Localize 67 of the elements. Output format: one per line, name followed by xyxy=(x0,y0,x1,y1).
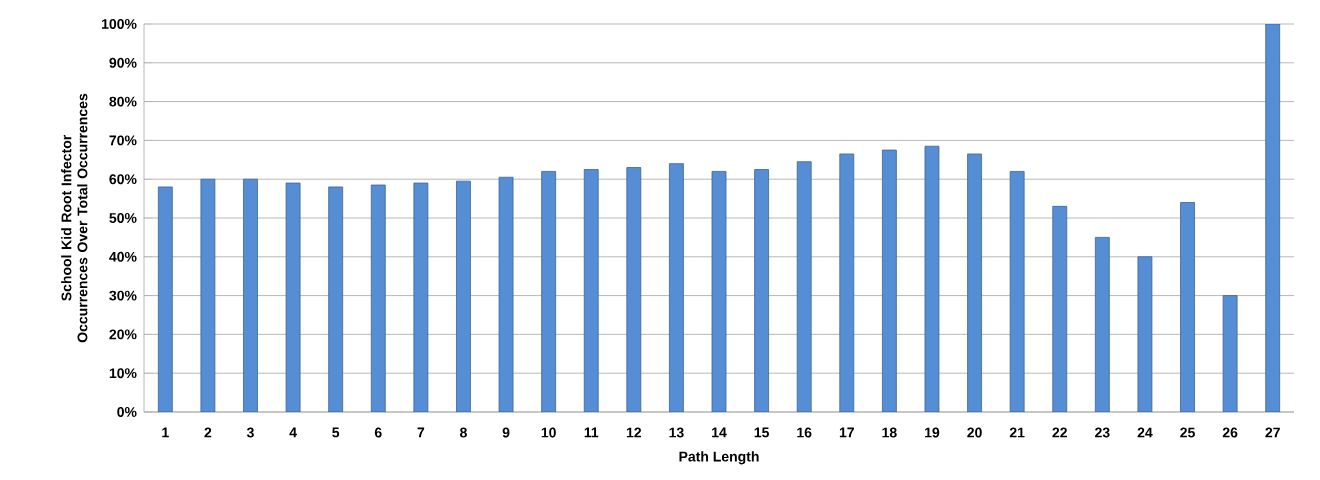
bar xyxy=(285,182,301,412)
bar xyxy=(498,176,514,412)
bar xyxy=(1265,23,1281,412)
bar xyxy=(1009,171,1025,412)
x-tick-label: 1 xyxy=(162,427,169,438)
x-tick-label: 22 xyxy=(1052,427,1067,438)
bar xyxy=(754,169,769,412)
bar xyxy=(328,186,344,412)
bar xyxy=(1222,295,1238,412)
x-tick-label: 10 xyxy=(541,427,556,438)
x-tick-label: 11 xyxy=(584,427,599,438)
y-tick-label: 80% xyxy=(109,96,137,107)
bar xyxy=(456,180,471,412)
y-tick-label: 70% xyxy=(109,135,137,146)
bar xyxy=(924,145,940,412)
bar xyxy=(881,149,897,412)
bar xyxy=(1137,256,1153,412)
bar xyxy=(626,167,642,412)
x-tick-label: 25 xyxy=(1180,427,1195,438)
y-axis-title: School Kid Root Infector Occurrences Over Total Occurrences xyxy=(61,93,88,343)
bar xyxy=(669,163,684,412)
bar xyxy=(370,184,386,412)
y-tick-label: 10% xyxy=(109,368,137,379)
x-tick-label: 14 xyxy=(712,427,727,438)
x-tick-label: 7 xyxy=(417,427,425,438)
bar xyxy=(243,178,258,412)
x-tick-label: 23 xyxy=(1095,427,1110,438)
x-tick-label: 18 xyxy=(882,427,897,438)
x-tick-label: 12 xyxy=(626,427,642,438)
x-tick-label: 26 xyxy=(1222,427,1238,438)
x-tick-label: 16 xyxy=(797,427,812,438)
y-tick-label: 50% xyxy=(109,213,137,223)
x-tick-label: 2 xyxy=(204,427,212,438)
bar xyxy=(711,171,727,412)
x-tick-label: 8 xyxy=(460,427,467,438)
bar xyxy=(157,186,173,412)
y-tick-label: 40% xyxy=(109,251,137,262)
y-tick-label: 0% xyxy=(117,407,137,417)
x-axis-title: Path Length xyxy=(679,451,759,465)
x-tick-label: 17 xyxy=(839,427,854,438)
y-tick-label: 100% xyxy=(102,19,137,29)
x-tick-label: 4 xyxy=(289,427,297,438)
bar xyxy=(796,161,812,412)
bar xyxy=(413,182,429,412)
x-tick-label: 19 xyxy=(925,427,940,438)
x-tick-label: 3 xyxy=(246,427,254,438)
bar xyxy=(541,171,557,412)
x-tick-label: 21 xyxy=(1009,427,1025,438)
bar xyxy=(1180,202,1195,412)
y-tick-label: 90% xyxy=(109,57,137,68)
bar xyxy=(839,153,855,412)
x-tick-label: 24 xyxy=(1137,427,1153,438)
bar xyxy=(967,153,982,412)
x-tick-label: 20 xyxy=(967,427,982,438)
bar xyxy=(1094,236,1110,412)
bar xyxy=(1052,205,1068,412)
x-tick-label: 5 xyxy=(332,427,340,438)
x-tick-label: 27 xyxy=(1265,427,1280,438)
bar xyxy=(200,178,216,412)
x-tick-label: 15 xyxy=(754,427,769,438)
x-tick-label: 9 xyxy=(502,427,510,438)
x-tick-label: 13 xyxy=(669,427,684,438)
x-tick-label: 6 xyxy=(374,427,382,438)
y-tick-label: 30% xyxy=(109,290,137,301)
bar xyxy=(583,169,599,412)
y-tick-label: 60% xyxy=(109,174,137,185)
y-tick-label: 20% xyxy=(109,329,137,340)
